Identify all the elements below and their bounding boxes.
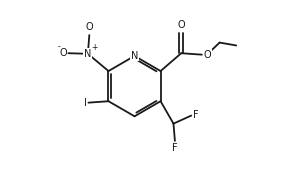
Text: -: - bbox=[58, 42, 61, 51]
Text: O: O bbox=[86, 22, 93, 32]
Text: N: N bbox=[131, 51, 138, 61]
Text: F: F bbox=[193, 110, 198, 120]
Text: I: I bbox=[84, 98, 87, 108]
Text: O: O bbox=[204, 50, 211, 60]
Text: +: + bbox=[91, 43, 97, 52]
Text: O: O bbox=[59, 48, 67, 58]
Text: F: F bbox=[172, 143, 178, 153]
Text: N: N bbox=[84, 49, 92, 59]
Text: O: O bbox=[178, 20, 185, 30]
